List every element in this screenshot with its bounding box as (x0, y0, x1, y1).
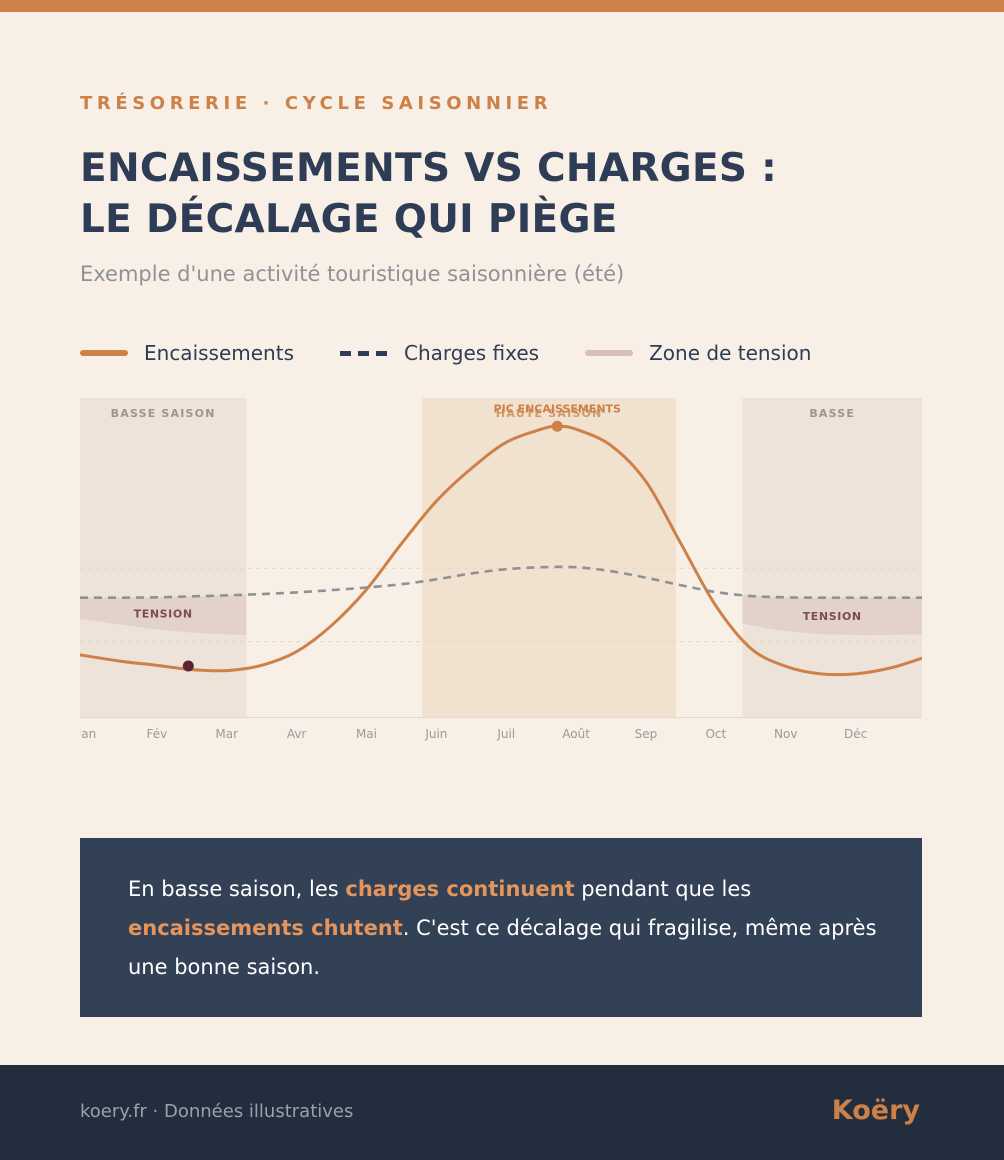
legend-item-zone-tension: Zone de tension (585, 341, 811, 365)
legend-swatch-solid (80, 350, 128, 356)
x-tick-label: Août (562, 727, 590, 741)
callout-highlight-charges: charges continuent (345, 877, 575, 901)
callout-highlight-encaissements: encaissements chutent (128, 916, 403, 940)
x-tick-label: Fév (146, 727, 167, 741)
annotation-marker (182, 660, 194, 672)
legend-label: Zone de tension (649, 341, 812, 365)
x-tick-label: Déc (844, 727, 867, 741)
peak-annotation-label: PIC ENCAISSEMENTS (494, 402, 621, 415)
tension-zone (80, 594, 247, 636)
callout-text-part: pendant que les (574, 877, 752, 901)
brand-logo: Koëry (831, 1095, 920, 1126)
kicker: TRÉSORERIE · CYCLE SAISONNIER (80, 93, 553, 114)
season-band (422, 398, 677, 717)
season-band (80, 398, 247, 717)
season-band-label: BASSE SAISON (111, 407, 216, 420)
legend-label: Charges fixes (404, 341, 540, 365)
x-axis: Jan Fév Mar Avr Mai Juin Juil Août Sep Oct Nov Déc (80, 717, 922, 741)
season-bands: BASSE SAISON HAUTE SAISON BASSE (80, 398, 922, 717)
chart-legend: Encaissements Charges fixes Zone de tens… (80, 339, 857, 367)
x-tick-label: Juil (496, 727, 515, 741)
season-band (742, 398, 922, 717)
legend-swatch-zone (585, 350, 634, 356)
tension-zone (742, 595, 922, 636)
x-tick-label: Avr (287, 727, 307, 741)
callout-text: En basse saison, les charges continuent … (128, 870, 888, 987)
series-lines (80, 424, 922, 677)
tension-zone-label: TENSION (134, 608, 193, 621)
chart-labels: PIC ENCAISSEMENTS (182, 402, 621, 672)
x-tick-label: Jan (80, 727, 96, 741)
legend-swatch-dashed (340, 350, 388, 356)
legend-item-charges-fixes: Charges fixes (340, 341, 539, 365)
page-title: Encaissements vs charges : le décalage q… (80, 143, 940, 245)
x-tick-label: Mai (356, 727, 377, 741)
x-tick-label: Nov (774, 727, 797, 741)
seasonal-cash-chart: BASSE SAISON HAUTE SAISON BASSE TENSION TEN… (80, 398, 922, 741)
footer: koery.fr · Données illustratives Koëry (0, 1065, 1004, 1160)
x-tick-label: Sep (635, 727, 658, 741)
encaissements-line (80, 424, 922, 677)
x-tick-label: Juin (424, 727, 447, 741)
season-band-label: HAUTE SAISON (496, 407, 603, 420)
subtitle: Exemple d'une activité touristique saiso… (80, 262, 625, 286)
legend-label: Encaissements (144, 341, 294, 365)
tension-zone-label: TENSION (803, 610, 862, 623)
callout-text-part: En basse saison, les (128, 877, 346, 901)
x-tick-label: Mar (215, 727, 238, 741)
insight-callout: En basse saison, les charges continuent … (80, 838, 922, 1017)
x-tick-label: Oct (705, 727, 726, 741)
footer-source: koery.fr · Données illustratives (80, 1101, 354, 1122)
title-line-1: Encaissements vs charges : (80, 146, 778, 191)
charges-fixes-line (80, 565, 922, 599)
top-accent-bar (0, 0, 1004, 12)
legend-item-encaissements: Encaissements (80, 341, 294, 365)
annotation-marker (551, 420, 563, 432)
tension-zones: TENSION TENSION (80, 594, 922, 636)
season-band-label: BASSE (809, 407, 855, 420)
callout-text-part: . C'est ce décalage qui fragilise, même … (128, 916, 877, 979)
title-line-2: le décalage qui piège (80, 197, 618, 242)
